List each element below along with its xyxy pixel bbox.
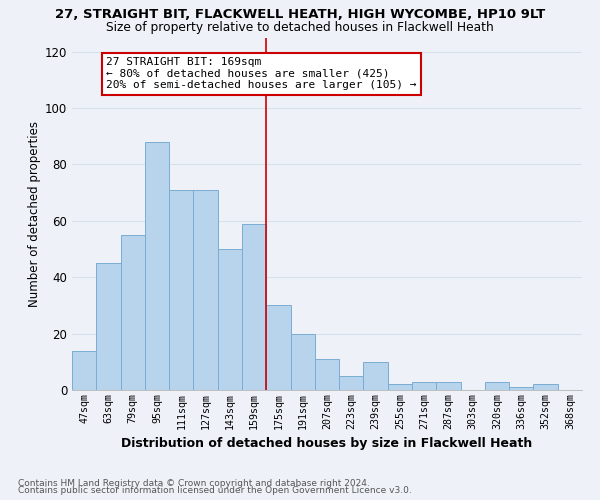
Bar [72, 350, 96, 390]
Bar [412, 382, 436, 390]
Bar [509, 387, 533, 390]
Text: 27 STRAIGHT BIT: 169sqm
← 80% of detached houses are smaller (425)
20% of semi-d: 27 STRAIGHT BIT: 169sqm ← 80% of detache… [106, 57, 416, 90]
Bar [315, 359, 339, 390]
Bar [96, 263, 121, 390]
Text: Size of property relative to detached houses in Flackwell Heath: Size of property relative to detached ho… [106, 21, 494, 34]
Bar [242, 224, 266, 390]
Bar [266, 306, 290, 390]
X-axis label: Distribution of detached houses by size in Flackwell Heath: Distribution of detached houses by size … [121, 437, 533, 450]
Y-axis label: Number of detached properties: Number of detached properties [28, 120, 41, 306]
Bar [388, 384, 412, 390]
Bar [290, 334, 315, 390]
Bar [193, 190, 218, 390]
Text: Contains public sector information licensed under the Open Government Licence v3: Contains public sector information licen… [18, 486, 412, 495]
Bar [364, 362, 388, 390]
Bar [121, 235, 145, 390]
Text: Contains HM Land Registry data © Crown copyright and database right 2024.: Contains HM Land Registry data © Crown c… [18, 478, 370, 488]
Bar [436, 382, 461, 390]
Bar [169, 190, 193, 390]
Bar [485, 382, 509, 390]
Bar [339, 376, 364, 390]
Bar [533, 384, 558, 390]
Bar [218, 249, 242, 390]
Text: 27, STRAIGHT BIT, FLACKWELL HEATH, HIGH WYCOMBE, HP10 9LT: 27, STRAIGHT BIT, FLACKWELL HEATH, HIGH … [55, 8, 545, 20]
Bar [145, 142, 169, 390]
